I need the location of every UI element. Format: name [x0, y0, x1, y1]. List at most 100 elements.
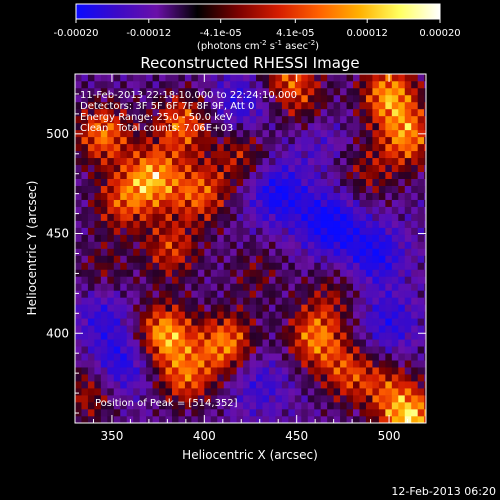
heatmap-cell — [359, 269, 367, 277]
heatmap-cell — [398, 150, 406, 159]
heatmap-cell — [139, 416, 147, 423]
heatmap-cell — [378, 213, 386, 221]
heatmap-cell — [139, 283, 147, 291]
heatmap-cell — [327, 367, 334, 375]
heatmap-cell — [197, 402, 205, 410]
heatmap-cell — [217, 206, 225, 214]
heatmap-cell — [249, 402, 257, 410]
heatmap-cell — [346, 206, 354, 214]
heatmap-cell — [372, 346, 380, 354]
heatmap-cell — [385, 388, 393, 396]
heatmap-cell — [197, 276, 205, 284]
heatmap-cell — [307, 255, 315, 263]
heatmap-cell — [120, 402, 128, 410]
heatmap-cell — [159, 346, 166, 354]
heatmap-cell — [320, 339, 328, 347]
heatmap-cell — [404, 367, 412, 375]
heatmap-cell — [327, 290, 334, 298]
heatmap-cell — [268, 185, 276, 193]
heatmap-cell — [197, 325, 205, 333]
heatmap-cell — [256, 164, 263, 173]
heatmap-cell — [236, 297, 244, 305]
heatmap-cell — [191, 178, 199, 186]
heatmap-cell — [404, 297, 412, 305]
heatmap-cell — [243, 367, 250, 375]
heatmap-cell — [424, 227, 426, 235]
heatmap-cell — [243, 241, 250, 249]
heatmap-cell — [178, 255, 186, 263]
heatmap-cell — [197, 80, 205, 89]
heatmap-cell — [294, 157, 302, 166]
heatmap-cell — [217, 108, 225, 117]
heatmap-cell — [236, 108, 244, 117]
heatmap-cell — [378, 108, 386, 117]
heatmap-cell — [94, 325, 102, 333]
heatmap-cell — [94, 101, 102, 110]
heatmap-cell — [301, 115, 309, 124]
heatmap-cell — [100, 248, 108, 256]
heatmap-cell — [133, 276, 140, 284]
annotation-detectors: Detectors: 3F 5F 6F 7F 8F 9F, Att 0 — [80, 101, 254, 112]
heatmap-cell — [378, 318, 386, 326]
heatmap-cell — [210, 360, 218, 368]
heatmap-cell — [81, 290, 89, 298]
heatmap-cell — [359, 241, 367, 249]
heatmap-cell — [107, 227, 115, 235]
heatmap-cell — [165, 227, 173, 235]
heatmap-cell — [294, 311, 302, 319]
heatmap-cell — [327, 416, 334, 423]
heatmap-cell — [424, 402, 426, 410]
heatmap-cell — [178, 332, 186, 340]
heatmap-cell — [113, 157, 121, 166]
heatmap-cell — [230, 143, 237, 152]
heatmap-cell — [404, 206, 412, 214]
heatmap-cell — [340, 367, 347, 375]
heatmap-cell — [417, 171, 425, 179]
heatmap-cell — [210, 115, 218, 124]
heatmap-cell — [340, 290, 347, 298]
heatmap-cell — [307, 74, 315, 82]
heatmap-cell — [359, 115, 367, 124]
heatmap-cell — [301, 290, 309, 298]
heatmap-cell — [100, 416, 108, 423]
heatmap-cell — [262, 381, 270, 389]
heatmap-cell — [275, 262, 283, 270]
heatmap-cell — [230, 318, 237, 326]
heatmap-cell — [294, 416, 302, 423]
heatmap-cell — [159, 367, 166, 375]
heatmap-cell — [378, 325, 386, 333]
heatmap-cell — [178, 178, 186, 186]
heatmap-cell — [133, 290, 140, 298]
heatmap-cell — [223, 381, 231, 389]
heatmap-cell — [353, 171, 360, 179]
heatmap-cell — [204, 171, 212, 179]
heatmap-cell — [126, 248, 134, 256]
heatmap-cell — [120, 297, 128, 305]
heatmap-cell — [113, 192, 121, 200]
heatmap-cell — [113, 220, 121, 228]
heatmap-cell — [294, 283, 302, 291]
heatmap-cell — [217, 234, 225, 242]
heatmap-cell — [417, 416, 425, 423]
heatmap-cell — [281, 304, 289, 312]
heatmap-cell — [191, 395, 199, 403]
heatmap-cell — [404, 150, 412, 159]
heatmap-cell — [236, 220, 244, 228]
heatmap-cell — [75, 248, 82, 256]
heatmap-cell — [385, 290, 393, 298]
heatmap-cell — [152, 185, 160, 193]
heatmap-cell — [417, 395, 425, 403]
heatmap-cell — [333, 262, 341, 270]
heatmap-cell — [333, 374, 341, 382]
heatmap-cell — [288, 178, 296, 186]
heatmap-cell — [159, 192, 166, 200]
heatmap-cell — [301, 346, 309, 354]
heatmap-cell — [314, 402, 321, 410]
heatmap-cell — [171, 381, 179, 389]
heatmap-cell — [359, 227, 367, 235]
heatmap-cell — [120, 199, 128, 207]
heatmap-cell — [81, 367, 89, 375]
heatmap-cell — [230, 248, 237, 256]
heatmap-cell — [133, 353, 140, 361]
